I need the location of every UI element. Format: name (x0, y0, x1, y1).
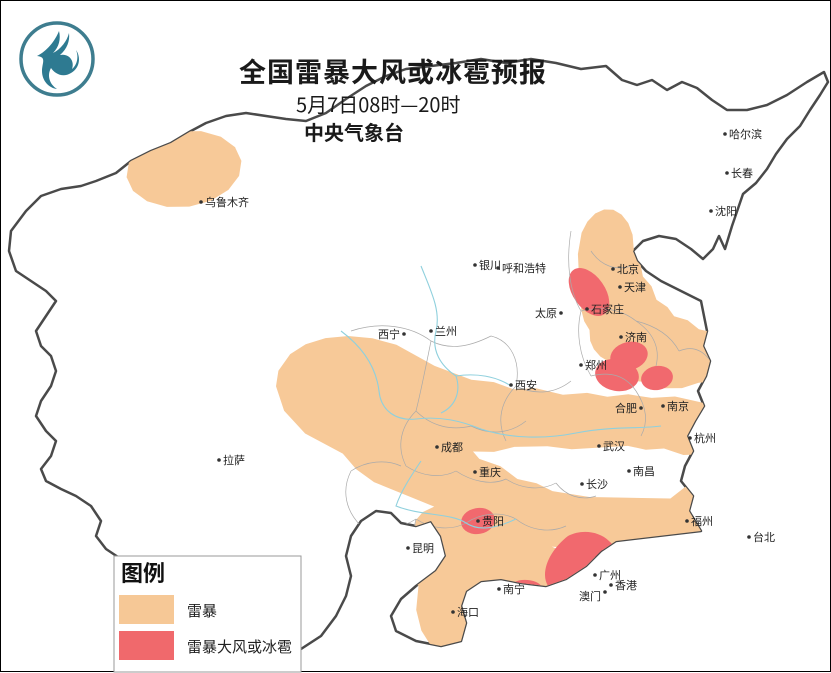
svg-text:银川: 银川 (479, 258, 501, 272)
svg-text:长春: 长春 (731, 167, 753, 180)
svg-text:拉萨: 拉萨 (223, 453, 245, 467)
svg-text:哈尔滨: 哈尔滨 (729, 127, 762, 141)
svg-text:长沙: 长沙 (586, 478, 608, 491)
svg-text:昆明: 昆明 (412, 542, 434, 555)
svg-text:雷暴大风或冰雹: 雷暴大风或冰雹 (187, 636, 292, 657)
svg-text:北京: 北京 (617, 262, 639, 276)
svg-text:合肥: 合肥 (615, 401, 637, 415)
svg-text:石家庄: 石家庄 (591, 302, 624, 316)
svg-text:太原: 太原 (535, 307, 557, 320)
svg-text:呼和浩特: 呼和浩特 (502, 261, 546, 275)
svg-text:香港: 香港 (615, 579, 637, 592)
svg-text:南京: 南京 (667, 399, 689, 413)
svg-text:澳门: 澳门 (579, 589, 601, 603)
svg-text:西宁: 西宁 (378, 327, 400, 341)
svg-text:济南: 济南 (625, 330, 647, 344)
svg-text:重庆: 重庆 (479, 465, 501, 479)
svg-text:杭州: 杭州 (694, 431, 716, 445)
svg-text:福州: 福州 (691, 514, 713, 528)
svg-text:雷暴: 雷暴 (187, 600, 217, 621)
svg-text:沈阳: 沈阳 (715, 204, 737, 218)
svg-text:贵阳: 贵阳 (482, 515, 504, 528)
svg-text:乌鲁木齐: 乌鲁木齐 (205, 195, 249, 209)
svg-text:成都: 成都 (441, 441, 463, 454)
svg-text:南宁: 南宁 (503, 582, 525, 596)
svg-text:天津: 天津 (624, 281, 646, 294)
svg-text:西安: 西安 (515, 378, 537, 392)
svg-text:海口: 海口 (457, 605, 479, 619)
svg-text:台北: 台北 (753, 530, 775, 544)
svg-text:图例: 图例 (121, 556, 165, 588)
svg-text:兰州: 兰州 (435, 325, 457, 338)
svg-text:郑州: 郑州 (585, 358, 607, 372)
svg-text:武汉: 武汉 (603, 440, 625, 453)
svg-text:南昌: 南昌 (633, 465, 655, 478)
